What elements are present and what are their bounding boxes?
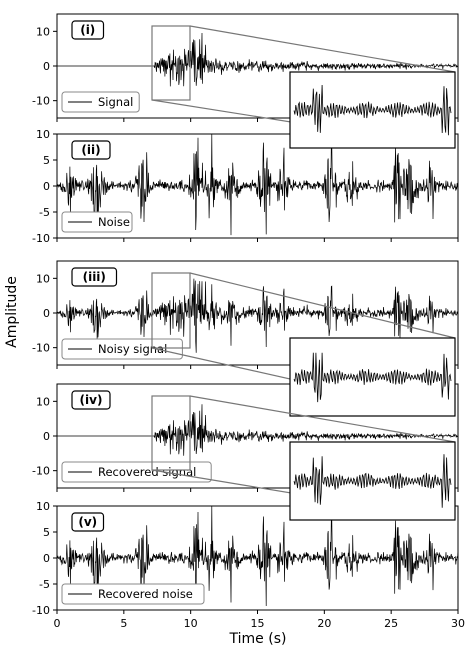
panel-label-box [71,20,105,40]
x-tick-label: 25 [384,617,398,630]
legend-text: Noise [98,215,130,229]
legend-box [61,91,140,113]
x-tick-label: 10 [184,617,198,630]
y-tick-label: 10 [36,128,50,141]
y-tick-label: 0 [43,552,50,565]
y-tick-label: -5 [39,578,50,591]
connector-line [189,272,456,339]
legend-box [61,583,205,605]
y-tick-label: 0 [43,307,50,320]
y-tick-label: -10 [32,342,50,355]
legend-text: Recovered signal [98,465,196,479]
y-tick-label: 0 [43,180,50,193]
panel-2: -10 -5 0 5 10 (ii) Noise [32,128,459,245]
zoom-region [151,395,191,471]
inset-waveform [293,454,452,508]
y-tick-label: -10 [32,95,50,108]
panel-label: (ii) [81,143,100,157]
y-tick-label: 5 [43,526,50,539]
zoom-inset-3 [151,395,456,521]
connector-line [189,25,456,73]
y-tick-label: 5 [43,154,50,167]
x-tick-label: 20 [317,617,331,630]
legend-box [61,461,212,483]
panel-label: (v) [78,515,97,529]
y-tick-label: 0 [43,60,50,73]
panel-5: -10 -5 0 5 10 0 5 10 15 20 25 30 (v) Recovered noise [32,500,465,630]
inset-frame [289,337,456,417]
y-axis-label: Amplitude [4,276,20,348]
panel-label: (iv) [80,393,103,407]
legend-text: Recovered noise [98,587,193,601]
panel-label-box [71,267,118,287]
y-tick-label: 10 [36,395,50,408]
panel-label: (iii) [83,270,106,284]
x-tick-label: 5 [120,617,127,630]
zoom-region [151,272,191,349]
zoom-inset-2 [151,272,456,417]
series-line [57,278,458,353]
y-tick-label: -10 [32,465,50,478]
y-tick-label: -5 [39,206,50,219]
panel-label-box [71,512,105,532]
zoom-inset-1 [151,25,456,149]
y-tick-label: 0 [43,430,50,443]
connector-line [189,395,456,443]
x-tick-label: 30 [451,617,465,630]
series-line [57,506,458,607]
legend-box [61,211,133,233]
legend-text: Noisy signal [98,342,167,356]
zoom-region [151,25,191,101]
y-tick-label: 10 [36,272,50,285]
inset-waveform [293,84,452,136]
legend-text: Signal [98,95,133,109]
series-line [57,404,458,456]
panel-label: (i) [80,23,95,37]
y-tick-label: -10 [32,604,50,617]
inset-waveform [293,352,452,403]
series-line [57,134,458,236]
y-tick-label: 10 [36,25,50,38]
panel-1: -10 0 10 (i) Signal [32,13,459,122]
series-line [57,32,458,87]
y-tick-label: 10 [36,500,50,513]
panel-label-box [71,390,111,410]
x-tick-label: 0 [54,617,61,630]
y-tick-label: -10 [32,232,50,245]
x-tick-label: 15 [251,617,265,630]
x-axis-label: Time (s) [229,631,287,647]
panel-label-box [71,140,111,160]
